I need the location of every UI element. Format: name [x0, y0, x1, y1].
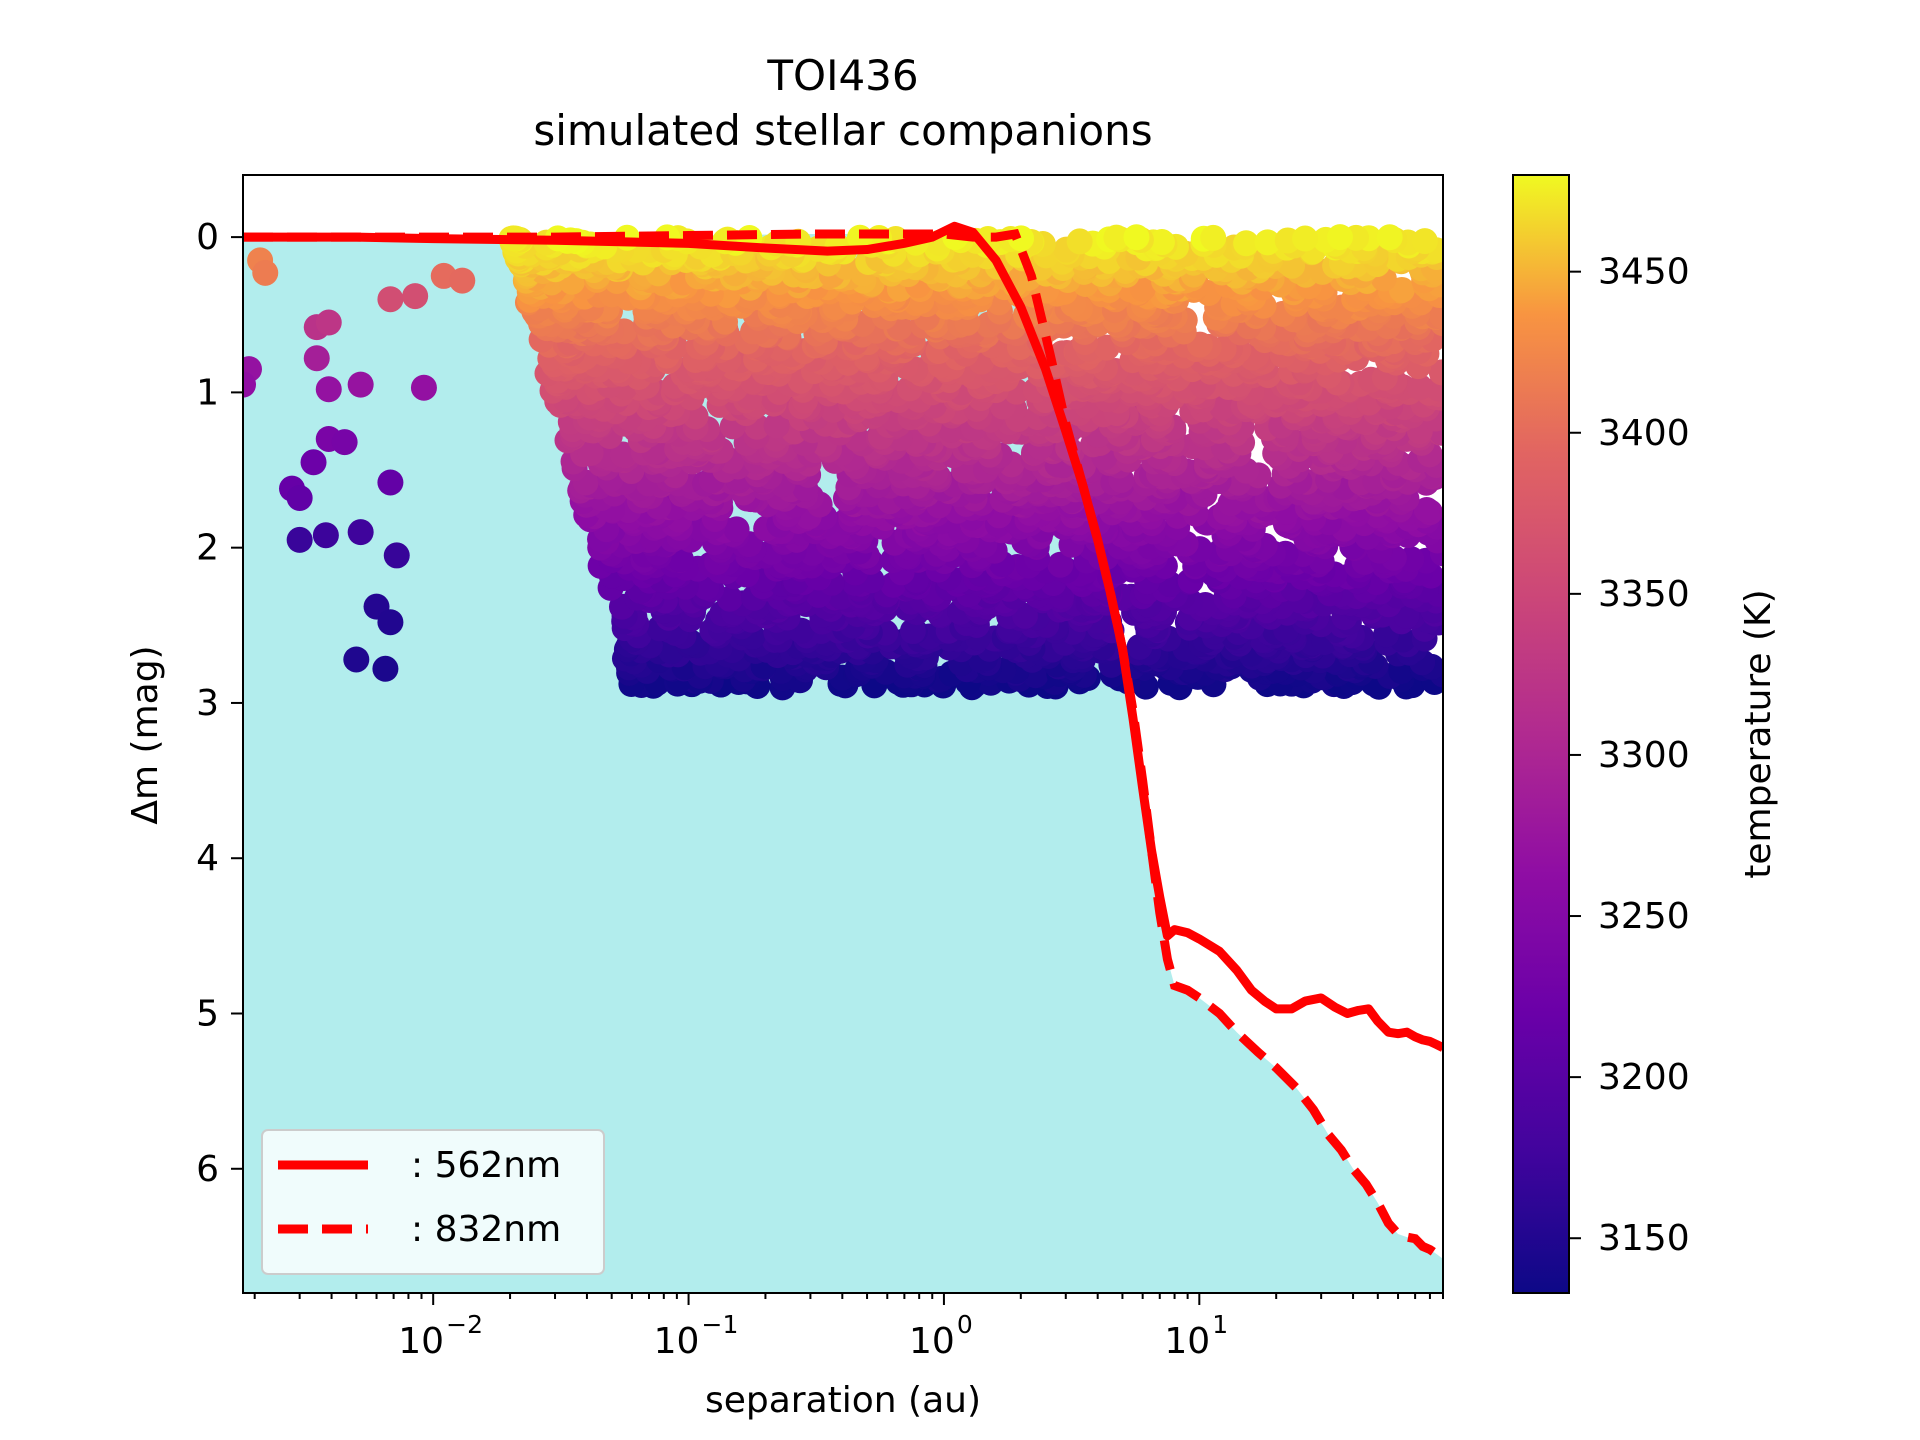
companion-point: [402, 283, 429, 310]
companion-point: [1200, 224, 1227, 251]
colorbar-tick-label: 3350: [1598, 574, 1690, 615]
companion-point: [1103, 224, 1130, 251]
companion-point: [577, 439, 604, 466]
colorbar-tick-label: 3400: [1598, 413, 1690, 454]
scatter-points: [243, 224, 1443, 701]
colorbar-label: temperature (K): [1738, 589, 1779, 878]
companion-point: [1066, 228, 1093, 255]
companion-point: [1254, 229, 1281, 256]
contrast-curve-832nm: [243, 228, 1443, 1263]
companion-point: [343, 646, 370, 673]
colorbar-tick-label: 3200: [1598, 1057, 1690, 1098]
chart-subtitle: simulated stellar companions: [533, 106, 1152, 155]
companion-point: [1233, 230, 1260, 257]
companion-point: [377, 469, 404, 496]
companion-point: [377, 609, 404, 636]
x-tick-label: 10: [1164, 1321, 1210, 1362]
companion-point: [723, 516, 750, 543]
y-tick-label: 2: [196, 528, 219, 569]
x-tick-exponent: −1: [702, 1310, 739, 1339]
companion-point: [1413, 496, 1440, 523]
companion-point: [1292, 225, 1319, 252]
companion-point: [1429, 302, 1443, 329]
contrast-curve-562nm: [243, 221, 1443, 1052]
colorbar-tick-label: 3150: [1598, 1218, 1690, 1259]
y-tick-label: 1: [196, 372, 219, 413]
companion-point: [331, 429, 358, 456]
companion-point: [1148, 229, 1175, 256]
companion-point: [1428, 359, 1443, 386]
companion-point: [1047, 551, 1074, 578]
companion-point: [449, 267, 476, 294]
colorbar-tick-label: 3300: [1598, 735, 1690, 776]
x-axis-label: separation (au): [705, 1380, 981, 1421]
companion-point: [252, 259, 279, 286]
x-tick-label: 10: [398, 1321, 444, 1362]
chart-title: TOI436: [766, 51, 918, 100]
y-tick-label: 6: [196, 1149, 219, 1190]
x-tick-label: 10: [654, 1321, 700, 1362]
companion-point: [1376, 224, 1403, 251]
companion-point: [286, 484, 313, 511]
companion-point: [286, 526, 313, 553]
colorbar-tick-label: 3250: [1598, 896, 1690, 937]
undetectable-fill-region: [243, 234, 1443, 1293]
y-tick-label: 0: [196, 217, 219, 258]
companion-point: [1123, 224, 1150, 251]
legend: : 562nm : 832nm: [261, 1129, 605, 1275]
y-tick-label: 3: [196, 683, 219, 724]
companion-point: [1406, 374, 1433, 401]
y-axis-ticks: 0 1 2 3 4 5 6: [196, 217, 243, 1190]
companion-point: [315, 376, 342, 403]
y-tick-label: 4: [196, 838, 219, 879]
colorbar-ticks: 3150 3200 3250 3300 3350 3400 3450: [1569, 252, 1690, 1259]
companion-point: [243, 371, 256, 398]
colorbar: 3150 3200 3250 3300 3350 3400 3450 temperature…: [1512, 174, 1779, 1294]
y-tick-label: 5: [196, 994, 219, 1035]
companion-point: [312, 522, 339, 549]
x-tick-exponent: 1: [1212, 1310, 1228, 1339]
companion-point: [410, 374, 437, 401]
companion-point: [300, 449, 327, 476]
companion-point: [1327, 224, 1354, 251]
companion-point: [372, 655, 399, 682]
companion-point: [383, 542, 410, 569]
legend-label-562nm: : 562nm: [411, 1145, 561, 1186]
y-axis-label: Δm (mag): [125, 645, 166, 824]
companion-point: [609, 441, 636, 468]
companion-point: [377, 286, 404, 313]
companion-point: [763, 412, 790, 439]
companion-point: [347, 371, 374, 398]
companion-point: [1012, 602, 1039, 629]
legend-label-832nm: : 832nm: [411, 1209, 561, 1250]
companion-point: [1411, 228, 1438, 255]
colorbar-gradient: [1512, 174, 1570, 1294]
companion-point: [347, 519, 374, 546]
x-tick-label: 10: [909, 1321, 955, 1362]
companion-point: [315, 309, 342, 336]
colorbar-tick-label: 3450: [1598, 252, 1690, 293]
companion-point: [1209, 394, 1236, 421]
x-axis-ticks: 10 −2 10 −1 10 0 10 1: [253, 1293, 1444, 1362]
companion-point: [303, 345, 330, 372]
x-tick-exponent: 0: [957, 1310, 973, 1339]
x-tick-exponent: −2: [446, 1310, 483, 1339]
